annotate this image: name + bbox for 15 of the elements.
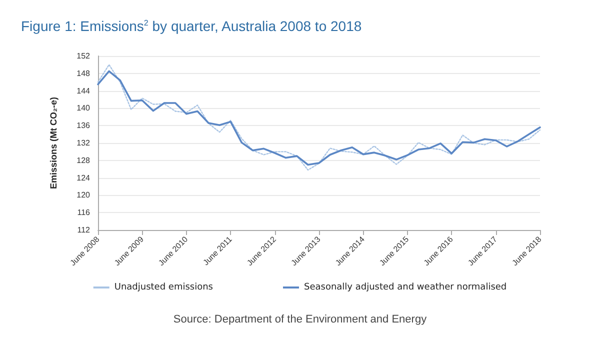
y-axis-title: Emissions (Mt CO₂-e)	[48, 96, 58, 190]
source-note: Source: Department of the Environment and Energy	[173, 314, 428, 326]
y-tick-label: 128	[76, 156, 91, 165]
y-tick-label: 140	[76, 104, 91, 113]
y-tick-label: 132	[76, 138, 91, 148]
y-tick-label: 136	[76, 121, 91, 130]
y-tick-label: 116	[77, 208, 91, 218]
legend-label: Unadjusted emissions	[114, 282, 214, 292]
y-tick-label: 120	[76, 190, 91, 200]
y-tick-label: 148	[76, 68, 91, 78]
y-tick-label: 112	[77, 226, 91, 234]
legend-label: Seasonally adjusted and weather normalised	[304, 282, 507, 292]
y-tick-label: 152	[76, 52, 91, 60]
y-tick-label: 124	[76, 173, 91, 182]
y-tick-label: 144	[76, 86, 91, 96]
